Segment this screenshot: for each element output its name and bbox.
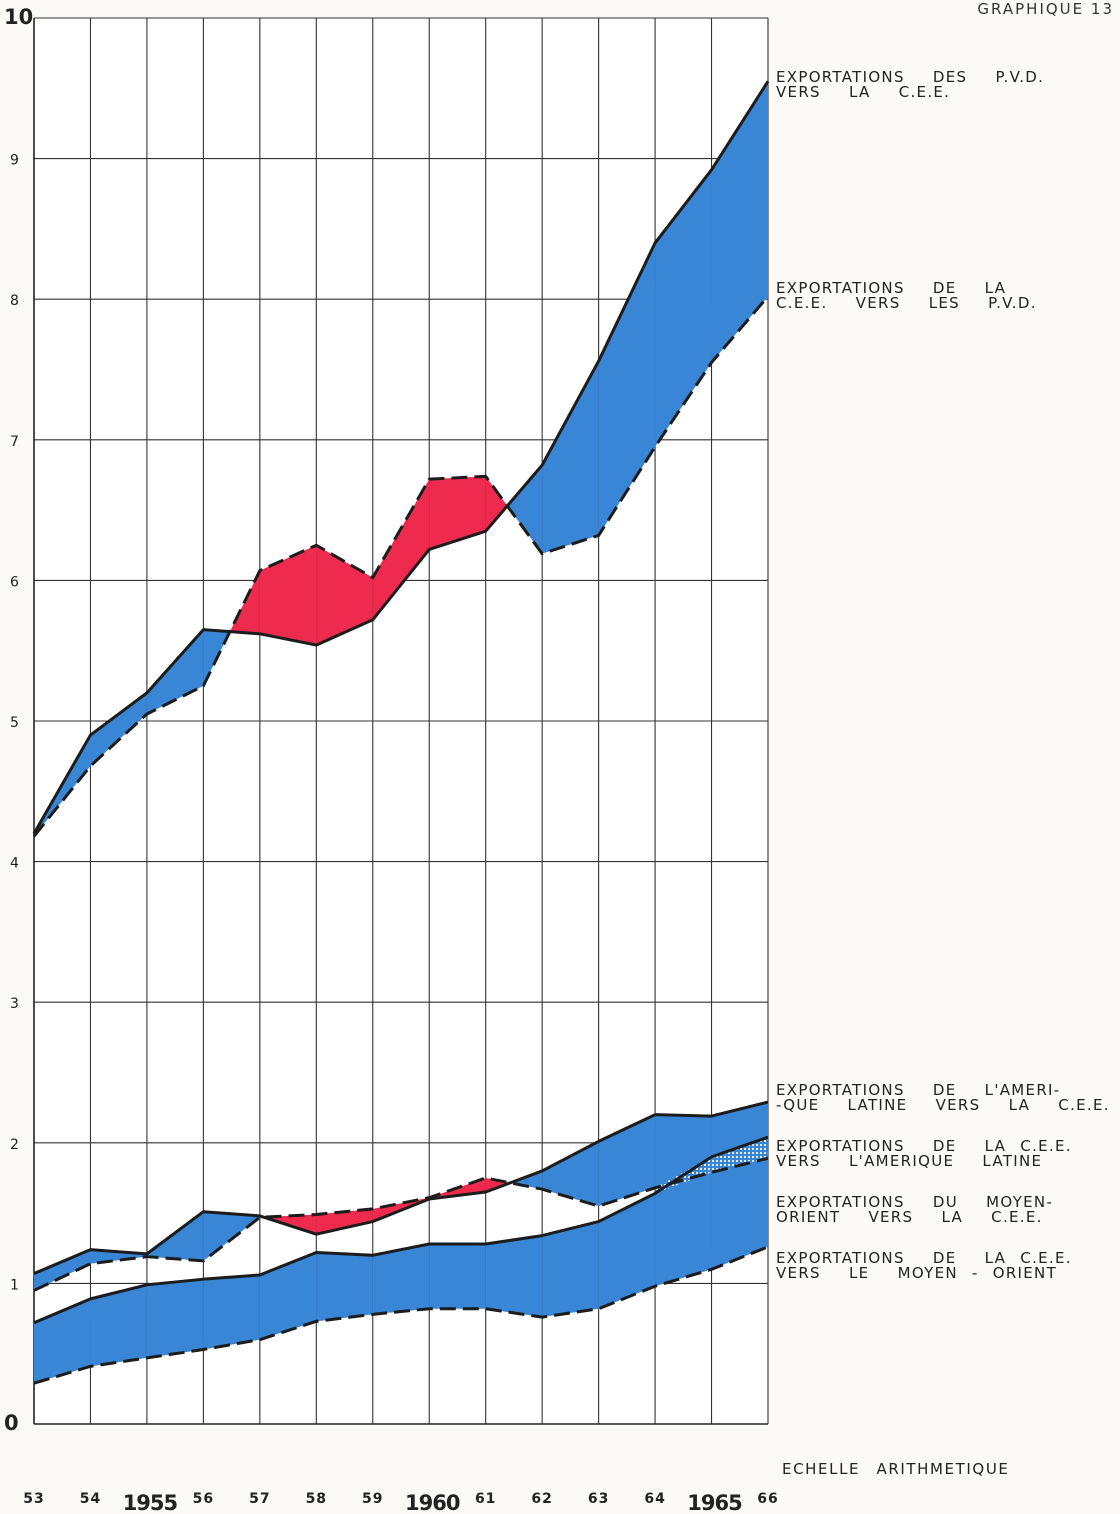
moyen-orient-segment bbox=[34, 1298, 91, 1384]
pvd-segment bbox=[372, 479, 430, 620]
y-tick-label: 9 bbox=[10, 153, 19, 169]
legend-line: -QUE LATINE VERS LA C.E.E. bbox=[776, 1095, 1110, 1114]
moyen-orient-segment bbox=[598, 1193, 656, 1309]
hatched-overlap bbox=[655, 1137, 768, 1194]
moyen-orient-segment bbox=[259, 1252, 317, 1340]
series-line-5 bbox=[33, 1245, 769, 1385]
moyen-orient-segment bbox=[485, 1235, 543, 1318]
amerique-latine-segment bbox=[542, 1141, 599, 1207]
series-line-4 bbox=[33, 1135, 769, 1325]
y-tick-label: 0 bbox=[4, 1411, 19, 1435]
legend-line: VERS LE MOYEN - ORIENT bbox=[776, 1264, 1058, 1283]
x-tick-label: 1955 bbox=[123, 1491, 178, 1514]
scale-note: ECHELLE ARITHMETIQUE bbox=[782, 1460, 1010, 1478]
y-tick-label: 1 bbox=[10, 1277, 19, 1293]
amerique-latine-segment bbox=[316, 1208, 373, 1235]
moyen-orient-segment bbox=[203, 1274, 260, 1350]
series-line-0 bbox=[32, 80, 770, 835]
series-line-3 bbox=[33, 1156, 769, 1292]
legend-line: EXPORTATIONS DE LA C.E.E. bbox=[776, 1136, 1072, 1155]
y-tick-label: 6 bbox=[10, 574, 19, 590]
x-tick-label: 53 bbox=[23, 1491, 44, 1507]
legend-label-1: EXPORTATIONS DE LA C.E.E. VERS LES P.V.D. bbox=[776, 281, 1116, 311]
moyen-orient-segment bbox=[316, 1252, 373, 1322]
legend-line: EXPORTATIONS DE LA bbox=[776, 279, 1007, 298]
legend-line: EXPORTATIONS DE LA C.E.E. bbox=[776, 1249, 1072, 1268]
x-tick-label: 61 bbox=[475, 1491, 496, 1507]
legend-line: C.E.E. VERS LES P.V.D. bbox=[776, 294, 1037, 313]
legend-line: EXPORTATIONS DES P.V.D. bbox=[776, 68, 1045, 87]
legend-label-2: EXPORTATIONS DE L'AMERI- -QUE LATINE VERS… bbox=[776, 1080, 1116, 1114]
legend-label-4: EXPORTATIONS DU MOYEN- ORIENT VERS LA C.E… bbox=[776, 1195, 1116, 1225]
x-tick-label: 56 bbox=[193, 1491, 214, 1507]
moyen-orient-segment bbox=[372, 1244, 430, 1315]
legend-line: VERS LA C.E.E. bbox=[776, 83, 951, 102]
pvd-segment bbox=[90, 692, 147, 766]
legend-line: EXPORTATIONS DU MOYEN- bbox=[776, 1193, 1054, 1212]
x-tick-label: 64 bbox=[644, 1491, 665, 1507]
legend-label-0: EXPORTATIONS DES P.V.D. VERS LA C.E.E. bbox=[776, 70, 1116, 100]
y-tick-label: 2 bbox=[10, 1137, 19, 1153]
moyen-orient-segment bbox=[655, 1156, 712, 1287]
pvd-segment bbox=[507, 465, 543, 554]
y-tick-label: 5 bbox=[10, 715, 19, 731]
x-tick-label: 62 bbox=[531, 1491, 552, 1507]
x-tick-label: 57 bbox=[249, 1491, 270, 1507]
y-tick-label: 10 bbox=[4, 5, 33, 29]
pvd-segment bbox=[542, 361, 599, 554]
moyen-orient-band bbox=[34, 1137, 768, 1384]
x-tick-label: 1960 bbox=[405, 1491, 460, 1514]
x-tick-label: 66 bbox=[757, 1491, 778, 1507]
y-tick-label: 8 bbox=[10, 293, 19, 309]
legend-line: ORIENT VERS LA C.E.E. bbox=[776, 1208, 1043, 1227]
legend-line: VERS L'AMERIQUE LATINE bbox=[776, 1151, 1043, 1170]
pvd-segment bbox=[146, 629, 204, 714]
legend-label-5: EXPORTATIONS DE LA C.E.E. VERS LE MOYEN -… bbox=[776, 1251, 1116, 1281]
legend-line: EXPORTATIONS DE L'AMERI- bbox=[776, 1080, 1061, 1099]
pvd-segment bbox=[429, 476, 486, 550]
moyen-orient-segment bbox=[90, 1284, 147, 1367]
moyen-orient-segment bbox=[429, 1244, 486, 1309]
pvd-segment bbox=[598, 242, 656, 536]
x-tick-label: 54 bbox=[80, 1491, 101, 1507]
moyen-orient-segment bbox=[542, 1221, 599, 1318]
pvd-segment bbox=[711, 81, 768, 363]
series-line-2 bbox=[33, 1100, 769, 1275]
moyen-orient-segment bbox=[146, 1279, 204, 1358]
pvd-segment bbox=[259, 545, 317, 646]
graphique-label: GRAPHIQUE 13 bbox=[977, 0, 1114, 18]
series-line-1 bbox=[32, 295, 770, 838]
x-tick-label: 1965 bbox=[687, 1491, 742, 1514]
legend-label-3: EXPORTATIONS DE LA C.E.E. VERS L'AMERIQUE… bbox=[776, 1136, 1116, 1170]
pvd-segment bbox=[485, 476, 508, 532]
y-tick-label: 7 bbox=[10, 434, 19, 450]
amerique-latine-segment bbox=[598, 1114, 656, 1207]
y-tick-label: 3 bbox=[10, 996, 19, 1012]
x-tick-label: 63 bbox=[588, 1491, 609, 1507]
x-tick-label: 59 bbox=[362, 1491, 383, 1507]
x-tick-label: 58 bbox=[306, 1491, 327, 1507]
pvd-segment bbox=[655, 169, 712, 447]
amerique-latine-segment bbox=[34, 1249, 91, 1291]
y-tick-label: 4 bbox=[10, 856, 19, 872]
